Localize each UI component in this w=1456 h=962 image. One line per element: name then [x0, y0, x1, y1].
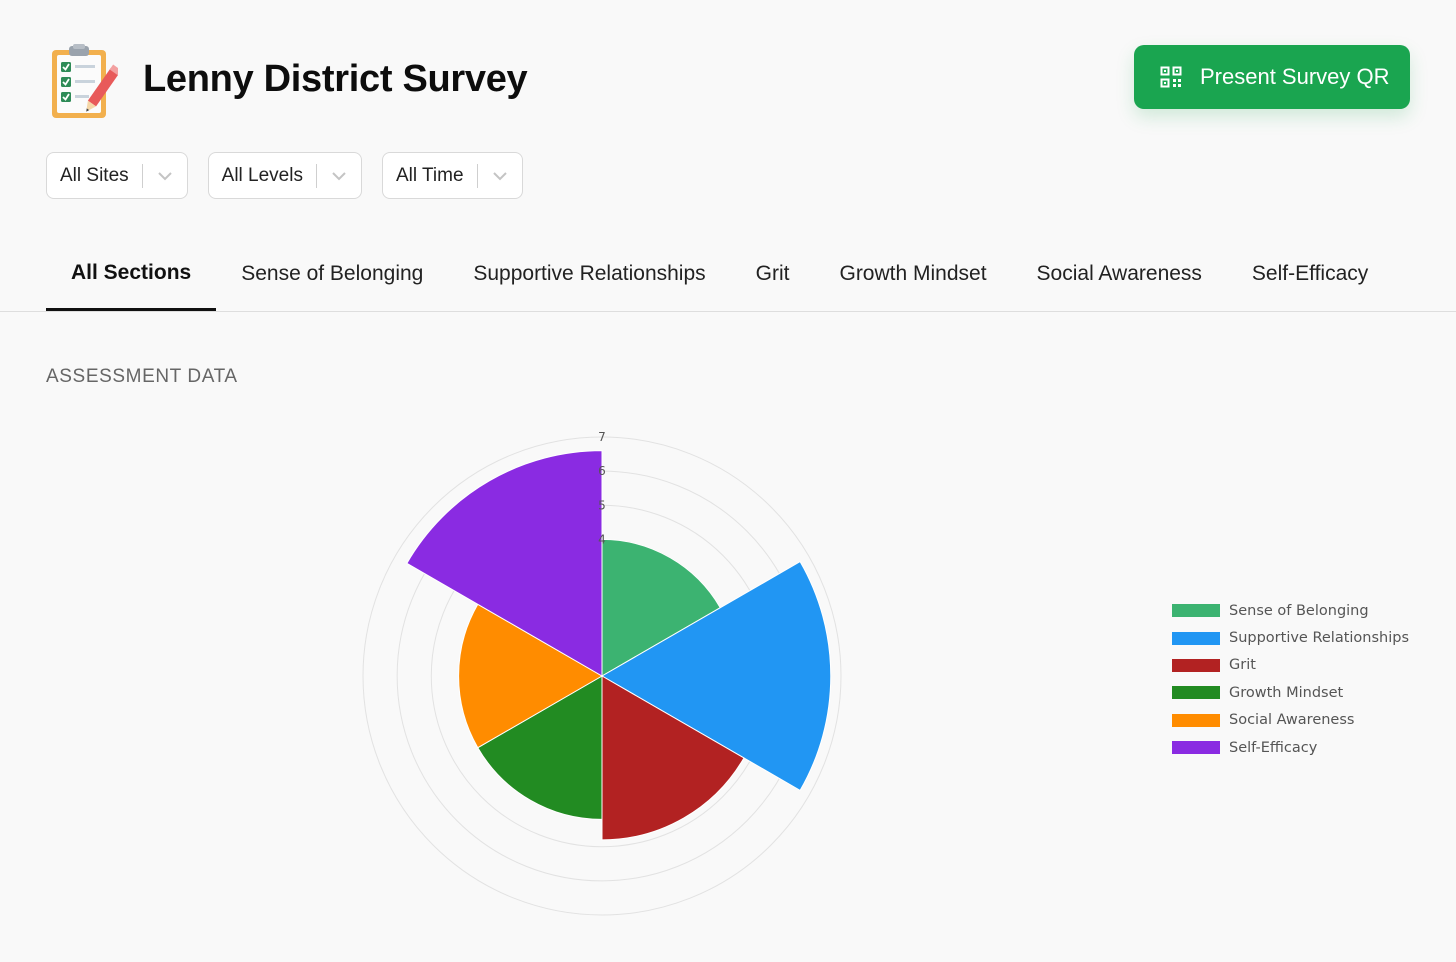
sites-filter-select[interactable]: All Sites [46, 152, 188, 199]
legend-label: Grit [1229, 657, 1256, 674]
legend-swatch [1172, 741, 1220, 755]
present-survey-qr-button[interactable]: Present Survey QR [1134, 45, 1410, 109]
tab-supportive-relationships[interactable]: Supportive Relationships [473, 262, 706, 285]
legend-label: Social Awareness [1229, 712, 1355, 729]
page-title: Lenny District Survey [143, 58, 528, 100]
polar-segment-growth-mindset[interactable] [477, 675, 603, 820]
tab-grit[interactable]: Grit [755, 262, 790, 285]
polar-segment-sense-of-belonging[interactable] [601, 538, 721, 677]
legend-item-self-efficacy[interactable]: Self-Efficacy [1172, 734, 1432, 761]
polar-segment-grit[interactable] [601, 675, 745, 841]
polar-area-chart: 7 6 5 4 [340, 410, 864, 940]
radial-tick-label: 6 [598, 464, 606, 478]
chevron-down-icon[interactable] [478, 152, 522, 199]
tab-growth-mindset[interactable]: Growth Mindset [839, 262, 987, 285]
section-title: ASSESSMENT DATA [46, 366, 238, 387]
legend-swatch [1172, 604, 1220, 618]
legend-label: Growth Mindset [1229, 684, 1344, 701]
chevron-down-icon[interactable] [143, 152, 187, 199]
legend-label: Supportive Relationships [1229, 630, 1410, 647]
select-divider [476, 163, 478, 188]
chevron-down-icon[interactable] [317, 152, 361, 199]
polar-segment-self-efficacy[interactable] [406, 450, 603, 677]
legend-label: Self-Efficacy [1229, 739, 1318, 756]
radial-tick-label: 5 [598, 498, 606, 512]
section-tabs: All Sections Sense of Belonging Supporti… [46, 238, 1393, 312]
legend-swatch [1172, 658, 1220, 672]
legend-item-grit[interactable]: Grit [1172, 652, 1432, 679]
polar-area-chart-svg: 7 6 5 4 [362, 430, 842, 916]
time-filter-select[interactable]: All Time [381, 152, 523, 199]
radial-tick-label: 7 [598, 430, 606, 444]
select-divider [141, 163, 143, 188]
clipboard-checklist-icon [48, 44, 122, 120]
legend-item-social-awareness[interactable]: Social Awareness [1172, 707, 1432, 734]
legend-item-growth-mindset[interactable]: Growth Mindset [1172, 679, 1432, 706]
tab-sense-of-belonging[interactable]: Sense of Belonging [241, 262, 424, 285]
levels-filter-select[interactable]: All Levels [207, 152, 362, 199]
qr-button-label: Present Survey QR [1200, 64, 1390, 89]
select-divider [315, 163, 317, 188]
sites-filter-value: All Sites [60, 164, 129, 186]
legend-item-sense-of-belonging[interactable]: Sense of Belonging [1172, 597, 1432, 624]
grid-ring [362, 436, 842, 916]
legend-label: Sense of Belonging [1229, 602, 1369, 619]
time-filter-value: All Time [395, 164, 464, 186]
polar-segment-supportive-relationships[interactable] [601, 560, 832, 792]
radial-tick-label: 4 [598, 532, 606, 546]
qr-code-icon [1160, 66, 1182, 88]
chart-legend: Sense of Belonging Supportive Relationshi… [1172, 597, 1432, 761]
filter-bar: All Sites All Levels All Time [46, 152, 523, 199]
tab-all-sections[interactable]: All Sections [46, 238, 217, 311]
page-header: Lenny District Survey Present Survey QR [46, 40, 1410, 122]
legend-item-supportive-relationships[interactable]: Supportive Relationships [1172, 624, 1432, 651]
tab-social-awareness[interactable]: Social Awareness [1036, 262, 1202, 285]
levels-filter-value: All Levels [221, 164, 303, 186]
tab-self-efficacy[interactable]: Self-Efficacy [1251, 262, 1369, 285]
legend-swatch [1172, 631, 1220, 645]
tabs-divider [0, 311, 1456, 312]
legend-swatch [1172, 686, 1220, 700]
legend-swatch [1172, 713, 1220, 727]
polar-segment-social-awareness[interactable] [458, 603, 603, 749]
